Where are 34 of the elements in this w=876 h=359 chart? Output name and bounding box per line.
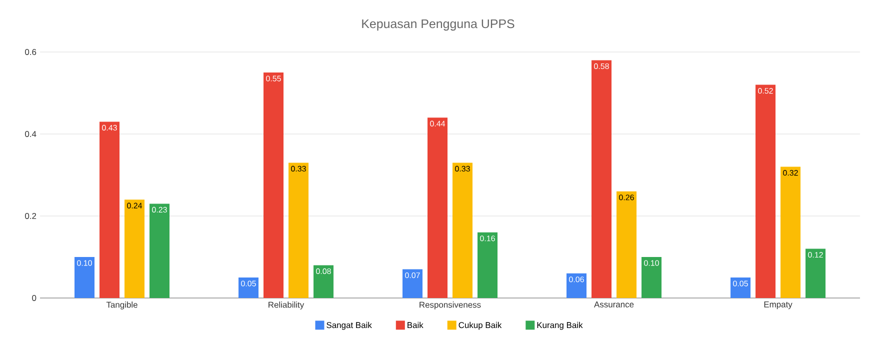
y-tick-label: 0.2 xyxy=(25,213,36,219)
legend-label: Baik xyxy=(408,322,424,328)
y-tick-label: 0 xyxy=(32,295,36,301)
bar xyxy=(402,269,423,298)
bar xyxy=(806,248,826,298)
legend-label: Sangat Baik xyxy=(326,322,372,330)
bar xyxy=(592,60,612,298)
y-tick-label: 0.4 xyxy=(25,131,36,137)
x-tick-label: Reliability xyxy=(268,302,304,310)
bar xyxy=(288,162,309,298)
x-tick-label: Responsiveness xyxy=(420,302,481,310)
legend-label: Cukup Baik xyxy=(458,322,502,330)
x-tick-label: Assurance xyxy=(594,302,634,308)
bar xyxy=(616,191,637,298)
bar xyxy=(428,118,448,298)
bar xyxy=(452,162,473,298)
bar xyxy=(566,273,587,298)
bar xyxy=(642,257,662,298)
bar xyxy=(74,257,95,298)
legend-label: Kurang Baik xyxy=(537,322,583,330)
bar xyxy=(238,278,259,298)
bar xyxy=(730,278,751,298)
bar xyxy=(150,204,170,298)
bar xyxy=(780,166,801,298)
y-tick-label: 0.6 xyxy=(25,49,36,55)
bar xyxy=(756,84,776,298)
chart-title: Kepuasan Pengguna UPPS xyxy=(362,19,514,31)
x-tick-label: Tangible xyxy=(106,302,138,310)
bar xyxy=(314,265,334,298)
bar xyxy=(264,72,284,298)
bar xyxy=(478,232,498,298)
bar xyxy=(100,122,120,298)
bar xyxy=(124,200,145,298)
x-tick-label: Empaty xyxy=(764,302,792,310)
